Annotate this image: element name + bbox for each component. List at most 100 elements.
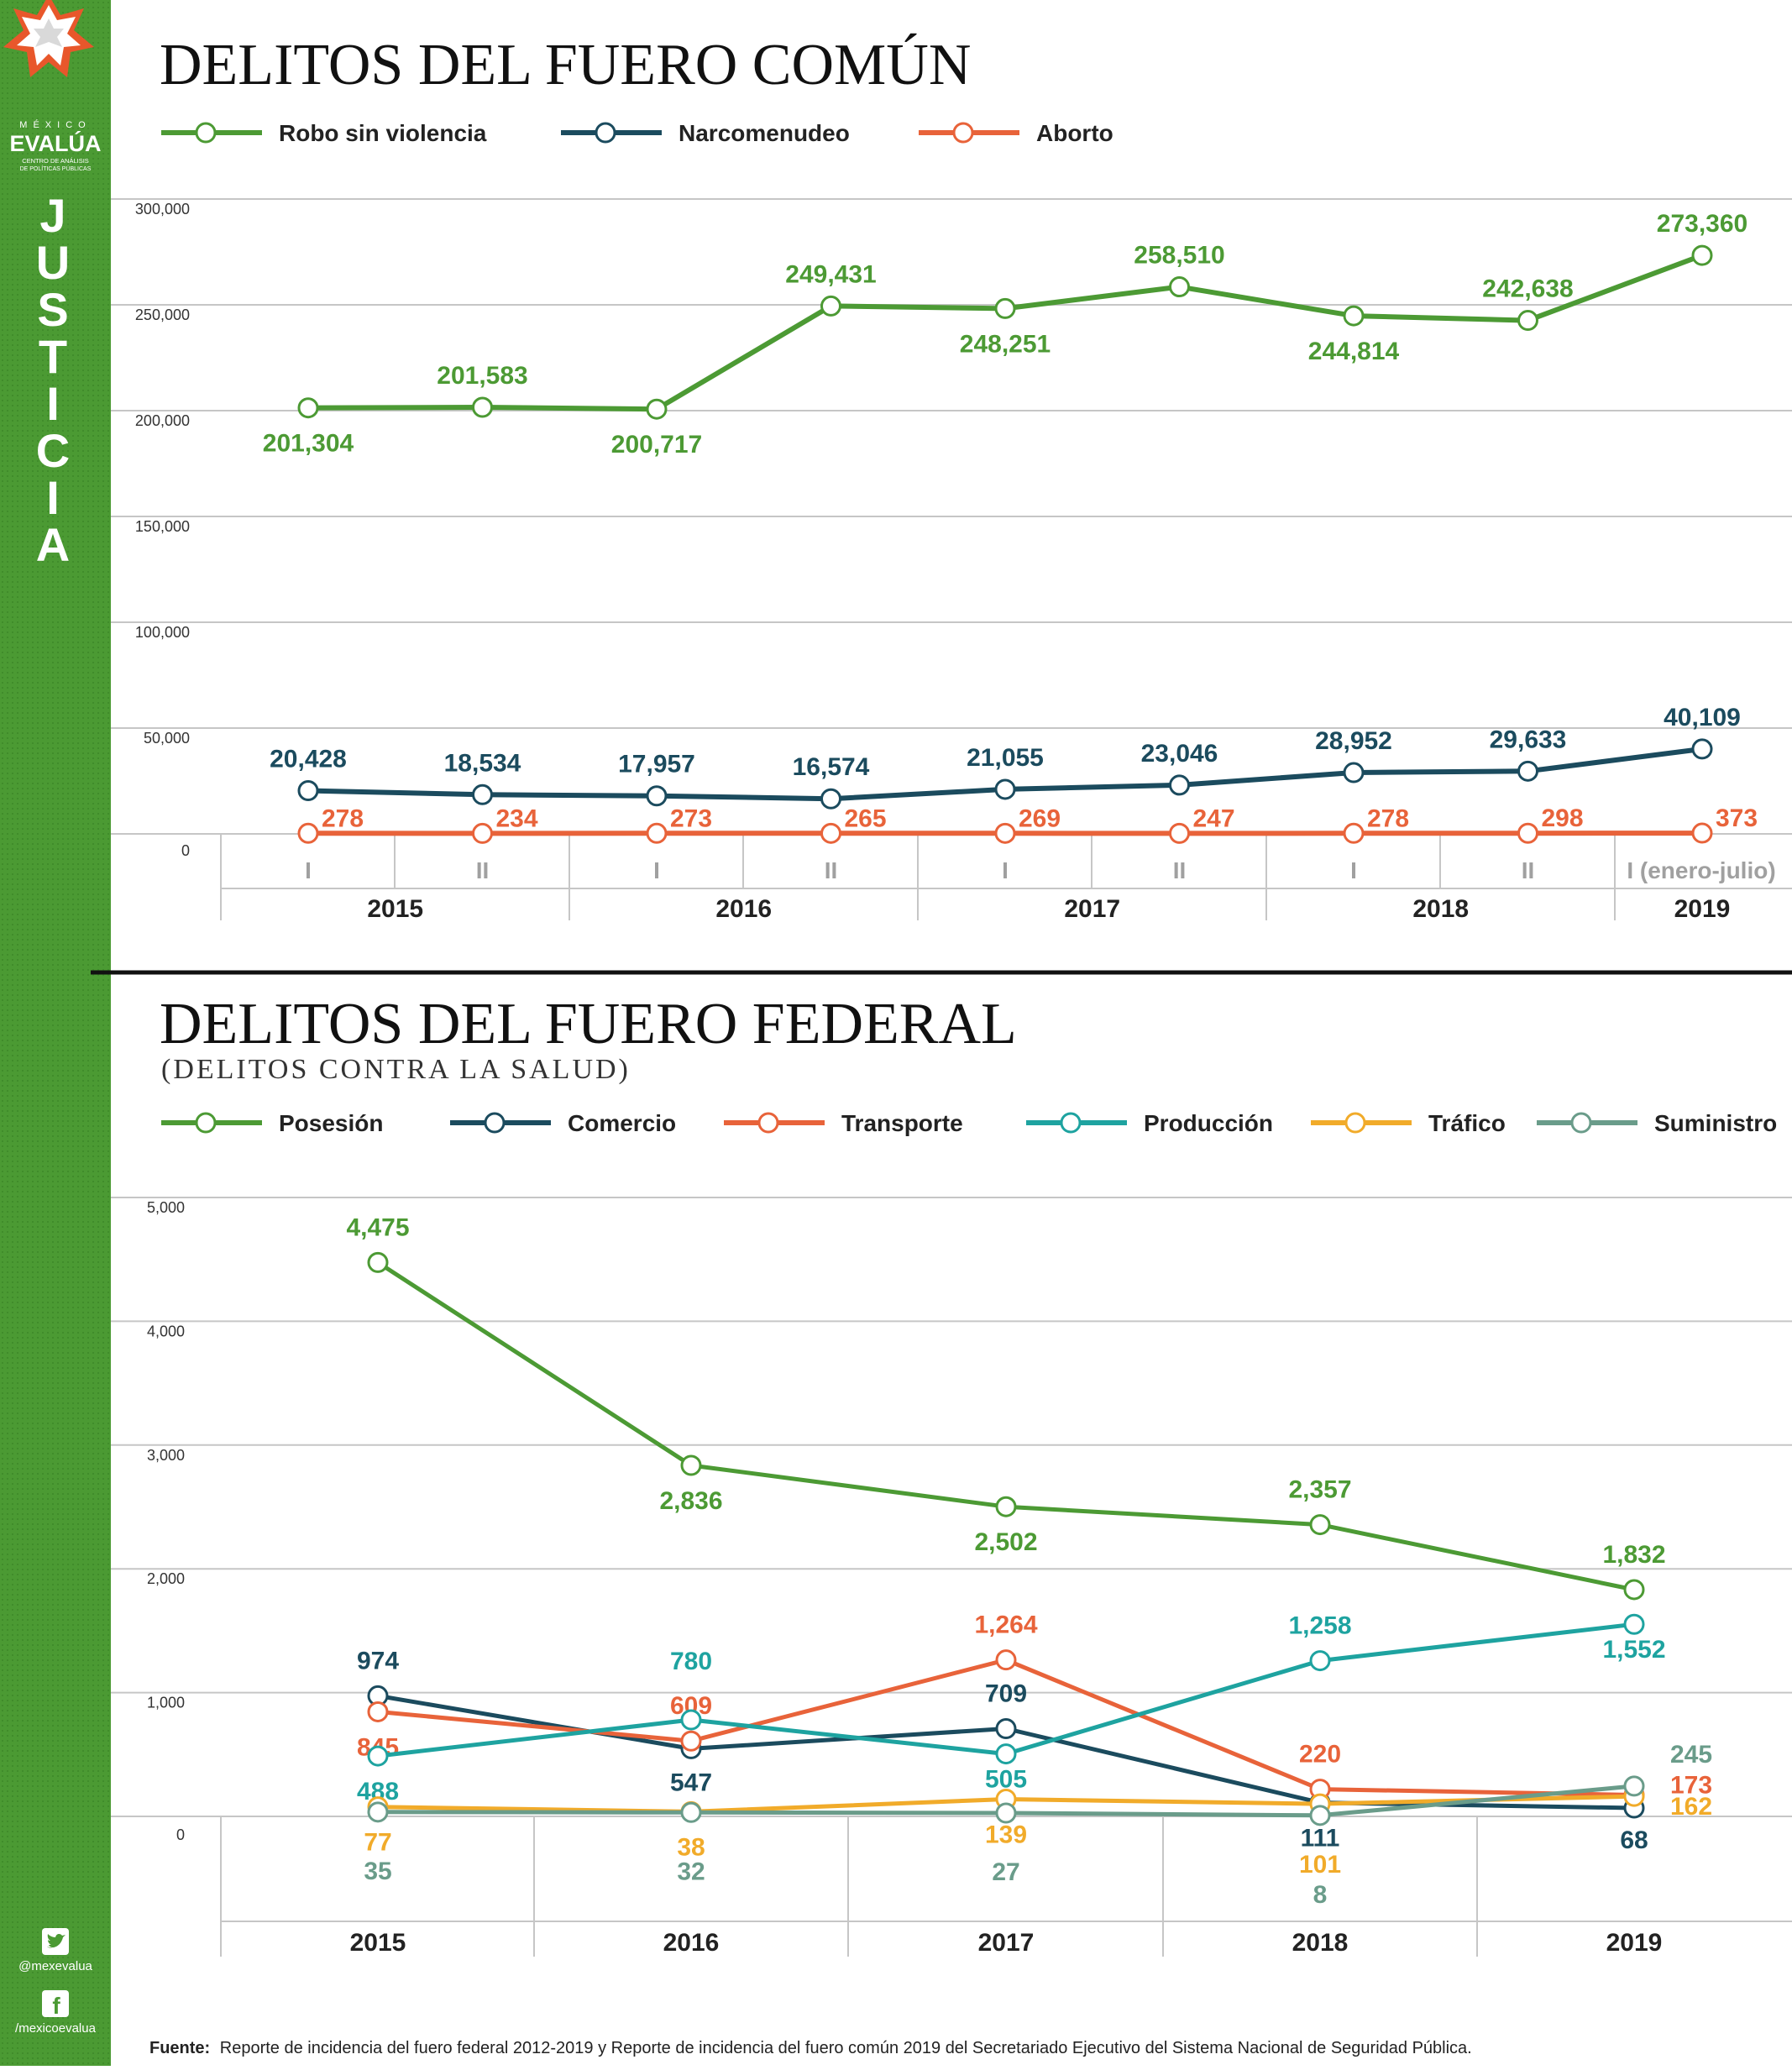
y-tick-label: 100,000 [135,624,190,641]
chart-subtitle: (DELITOS CONTRA LA SALUD) [161,1054,631,1085]
y-tick-label: 250,000 [135,307,190,323]
y-tick-label: 2,000 [147,1570,185,1587]
data-point [996,780,1014,799]
data-label: 201,304 [263,430,354,458]
x-group-label: 2019 [1674,895,1731,923]
data-label: 1,832 [1602,1541,1665,1569]
data-point [1693,246,1711,265]
data-point [369,1803,387,1821]
data-point [647,787,666,805]
legend-marker [954,123,972,142]
legend-label: Tráfico [1428,1110,1506,1136]
y-tick-label: 0 [181,842,190,859]
legend-marker [596,123,615,142]
legend-item: Robo sin violencia [161,120,487,146]
data-point [369,1253,387,1271]
y-tick-label: 4,000 [147,1323,185,1339]
data-point [299,782,317,800]
data-point [1693,824,1711,842]
data-label: 1,258 [1288,1612,1351,1640]
data-label: 162 [1670,1793,1712,1821]
data-label: 2,357 [1288,1476,1351,1504]
x-category-label: 2019 [1606,1929,1663,1957]
x-group-label: 2017 [1064,895,1120,923]
data-point [997,1719,1015,1737]
data-label: 273 [670,804,712,832]
data-point [822,296,841,315]
data-label: 247 [1193,804,1235,832]
data-label: 273,360 [1657,210,1747,238]
data-label: 278 [1367,804,1409,832]
x-sub-label: I [305,857,312,883]
data-point [682,1711,700,1729]
data-label: 1,552 [1602,1636,1665,1664]
data-point [299,399,317,417]
x-sub-label: II [1522,857,1535,883]
legend-label: Robo sin violencia [279,120,487,146]
data-point [1311,1652,1329,1670]
legend-item: Producción [1026,1110,1273,1136]
data-label: 258,510 [1134,242,1224,270]
data-label: 201,583 [437,362,527,390]
data-point [1311,1516,1329,1534]
x-sub-label: I [653,857,660,883]
legend-label: Suministro [1654,1110,1777,1136]
data-point [996,824,1014,842]
data-label: 245 [1670,1741,1712,1769]
data-label: 101 [1299,1851,1341,1879]
data-point [682,1803,700,1821]
data-label: 780 [670,1648,712,1675]
legend-marker [1572,1114,1590,1132]
x-category-label: 2018 [1292,1929,1349,1957]
data-point [1171,776,1189,794]
data-point [647,400,666,418]
y-tick-label: 1,000 [147,1695,185,1711]
legend-item: Transporte [724,1110,963,1136]
data-point [1171,824,1189,842]
legend-label: Comercio [568,1110,676,1136]
legend-item: Aborto [919,120,1113,146]
chart-fuero-federal: DELITOS DEL FUERO FEDERAL(DELITOS CONTRA… [111,992,1792,1957]
legend-item: Comercio [450,1110,676,1136]
legend-marker [759,1114,778,1132]
x-group-label: 2018 [1412,895,1469,923]
data-point [299,824,317,842]
data-point [1625,1615,1643,1633]
data-point [474,785,492,804]
source-note: Fuente: Reporte de incidencia del fuero … [149,2039,1472,2057]
data-point [1519,762,1538,780]
x-sub-label: I (enero-julio) [1627,857,1775,883]
legend-marker [196,1114,215,1132]
data-label: 21,055 [967,744,1044,772]
chart-title: DELITOS DEL FUERO COMÚN [160,33,971,97]
x-sub-label: II [1173,857,1187,883]
data-point [1519,312,1538,330]
legend-label: Transporte [841,1110,963,1136]
y-tick-label: 50,000 [144,730,190,747]
data-label: 27 [992,1858,1019,1886]
data-label: 269 [1019,804,1061,832]
data-point [474,824,492,842]
data-point [1625,1777,1643,1795]
data-label: 220 [1299,1741,1341,1769]
y-tick-label: 5,000 [147,1199,185,1216]
data-label: 244,814 [1308,338,1400,365]
x-category-label: 2016 [663,1929,720,1957]
x-sub-label: II [825,857,838,883]
legend-label: Producción [1144,1110,1273,1136]
data-point [997,1804,1015,1822]
legend-label: Posesión [279,1110,383,1136]
x-category-label: 2015 [350,1929,406,1957]
data-point [822,789,841,808]
data-label: 298 [1542,804,1584,832]
data-label: 234 [496,804,538,832]
data-label: 17,957 [618,751,695,778]
data-point [1693,740,1711,758]
data-point [1344,763,1363,782]
data-point [997,1497,1015,1516]
data-label: 249,431 [785,260,876,288]
